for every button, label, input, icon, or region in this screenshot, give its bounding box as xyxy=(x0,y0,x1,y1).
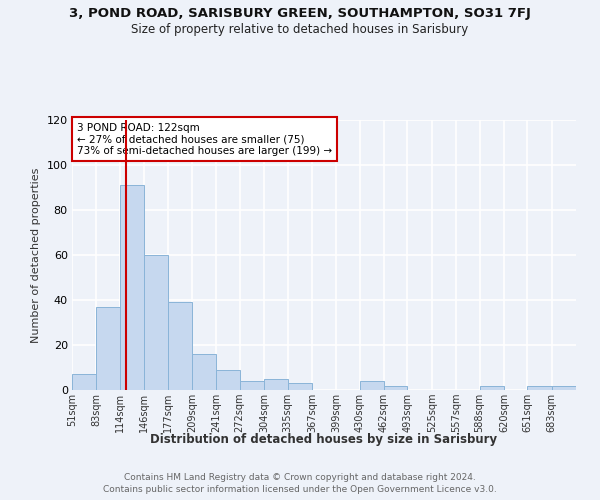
Text: Size of property relative to detached houses in Sarisbury: Size of property relative to detached ho… xyxy=(131,22,469,36)
Bar xyxy=(384,386,407,390)
Bar xyxy=(72,374,96,390)
Bar xyxy=(144,255,167,390)
Bar xyxy=(552,386,576,390)
Bar xyxy=(216,370,240,390)
Text: Contains HM Land Registry data © Crown copyright and database right 2024.: Contains HM Land Registry data © Crown c… xyxy=(124,472,476,482)
Text: Distribution of detached houses by size in Sarisbury: Distribution of detached houses by size … xyxy=(151,432,497,446)
Bar xyxy=(120,185,144,390)
Bar xyxy=(96,306,120,390)
Bar xyxy=(359,381,384,390)
Bar xyxy=(527,386,552,390)
Bar xyxy=(167,302,192,390)
Y-axis label: Number of detached properties: Number of detached properties xyxy=(31,168,41,342)
Bar xyxy=(287,383,312,390)
Text: 3, POND ROAD, SARISBURY GREEN, SOUTHAMPTON, SO31 7FJ: 3, POND ROAD, SARISBURY GREEN, SOUTHAMPT… xyxy=(69,8,531,20)
Bar xyxy=(240,381,264,390)
Bar xyxy=(192,354,216,390)
Bar xyxy=(479,386,504,390)
Bar xyxy=(264,379,287,390)
Text: Contains public sector information licensed under the Open Government Licence v3: Contains public sector information licen… xyxy=(103,485,497,494)
Text: 3 POND ROAD: 122sqm
← 27% of detached houses are smaller (75)
73% of semi-detach: 3 POND ROAD: 122sqm ← 27% of detached ho… xyxy=(77,122,332,156)
